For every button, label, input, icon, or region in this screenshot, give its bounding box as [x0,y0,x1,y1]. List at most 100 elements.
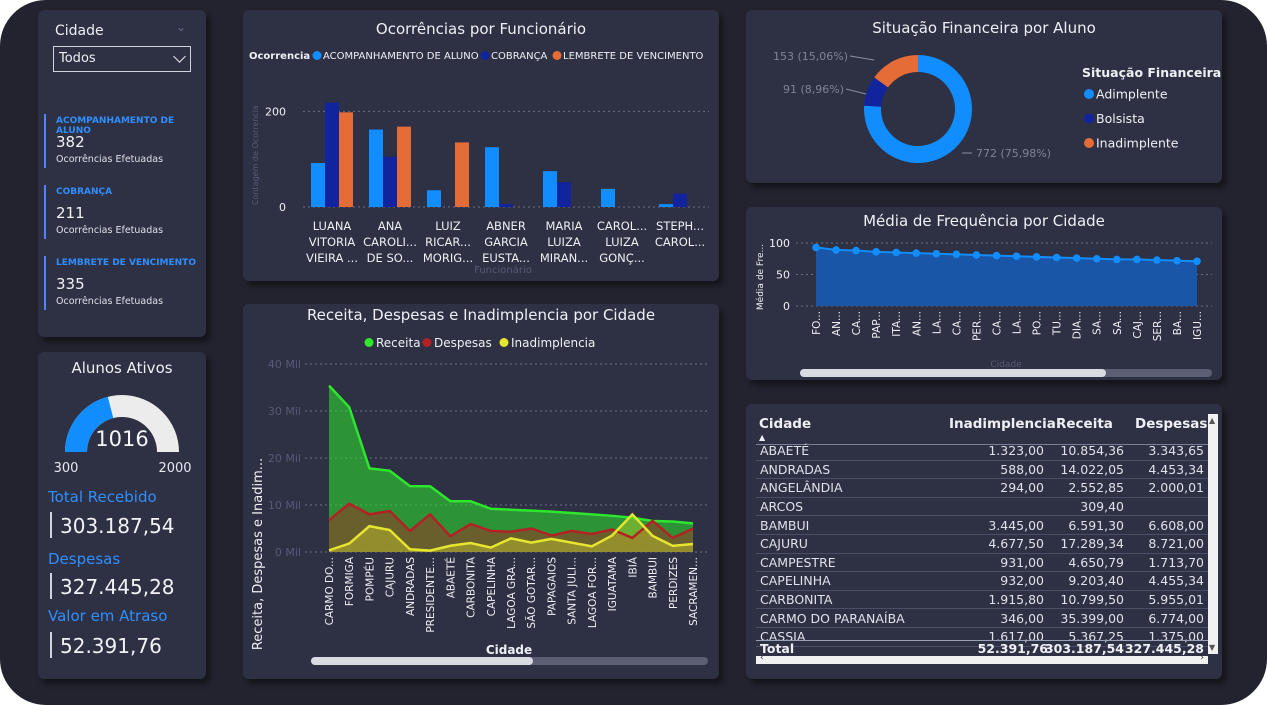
data-point[interactable] [852,246,860,255]
stat-atraso-label: Valor em Atraso [48,607,168,625]
data-point[interactable] [1052,253,1061,262]
bar[interactable] [673,193,687,207]
bar[interactable] [427,190,441,207]
table-row[interactable]: CARMO DO PARANAÍBA 346,00 35.399,00 6.774,0… [756,608,1208,628]
scroll-up-icon[interactable]: ▲ [1209,416,1216,425]
data-point[interactable] [892,248,901,257]
cell-value: 2.000,01 [1128,478,1208,498]
cell-value: 1.713,70 [1128,553,1208,573]
table-row[interactable]: CAMPESTRE 931,00 4.650,79 1.713,70 [756,553,1208,573]
data-point[interactable] [812,243,820,252]
total-inadimplencia: 52.391,76 [977,641,1048,656]
header-inadimplencia[interactable]: Inadimplencia [949,416,1056,432]
legend-marker [499,338,509,347]
situacao-chart-card: Situação Financeira por Aluno 772 (75,98… [746,10,1222,183]
data-point[interactable] [992,251,1001,260]
data-point[interactable] [1173,256,1181,265]
legend-label: Bolsista [1096,111,1145,126]
x-tick-label: LUANA [313,219,352,233]
kpi-name: ACOMPANHAMENTO DE ALUNO [56,116,175,136]
data-point[interactable] [1032,253,1041,261]
bar[interactable] [369,129,383,207]
data-point[interactable] [1092,254,1101,263]
cell-value: 4.455,34 [1128,571,1208,591]
x-tick-label: AN... [831,311,843,336]
data-point[interactable] [972,251,981,259]
cell-value: 6.774,00 [1128,608,1208,628]
table-row[interactable]: CAPELINHA 932,00 9.203,40 4.455,34 [756,571,1208,591]
cidade-table-card: Cidade ▲ Inadimplencia Receita Despesas … [746,404,1222,679]
donut-slice-bolsista[interactable] [864,77,888,107]
chevron-down-icon[interactable]: ⌄ [176,20,187,34]
slice-data-label: 91 (8,96%) [783,83,844,96]
bar[interactable] [311,163,325,207]
header-despesas[interactable]: Despesas [1135,416,1208,432]
cell-cidade: ARCOS [756,497,948,517]
bar[interactable] [499,204,513,207]
table-row[interactable]: ARCOS 309,40 [756,497,1208,517]
gauge-max: 2000 [158,461,191,476]
scroll-right-icon[interactable]: › [1200,653,1204,663]
data-point[interactable] [1112,255,1121,264]
x-tick-label: LUIZ [435,219,461,233]
bar[interactable] [543,171,557,207]
table-row[interactable]: ANDRADAS 588,00 14.022,05 4.453,34 [756,460,1208,480]
donut-slice-inadimplente[interactable] [874,55,918,88]
header-receita[interactable]: Receita [1056,416,1113,432]
cell-cidade: CAPELINHA [756,571,948,591]
legend-label: ACOMPANHAMENTO DE ALUNO [323,51,479,62]
data-point[interactable] [832,246,840,254]
bar[interactable] [383,156,397,207]
bar[interactable] [325,102,339,207]
bar[interactable] [659,204,673,207]
cell-value: 6.591,30 [1048,515,1128,535]
bar[interactable] [557,182,571,207]
data-point[interactable] [912,249,921,257]
scroll-down-icon[interactable]: ▼ [1209,643,1216,652]
scrollbar-thumb[interactable] [800,369,1106,377]
city-dropdown-value: Todos [59,51,96,66]
data-point[interactable] [952,250,961,259]
bar[interactable] [397,126,411,207]
gauge-min: 300 [54,461,79,476]
horizontal-scrollbar[interactable]: ‹ › [756,653,1208,664]
x-axis-label: Cidade [486,643,532,657]
scroll-left-icon[interactable]: ‹ [760,653,764,663]
bar[interactable] [485,147,499,207]
scrollbar-thumb[interactable] [311,657,533,665]
donut-slice-adimplente[interactable] [864,55,972,164]
data-point[interactable] [872,248,880,256]
ocorrencias-legend: ACOMPANHAMENTO DE ALUNO COBRANÇA LEMBRETE … [312,51,704,62]
x-tick-label: RICAR... [425,235,471,249]
header-cidade[interactable]: Cidade [759,416,812,432]
stat-divider [50,573,52,599]
table-row[interactable]: CAJURU 4.677,50 17.289,34 8.721,00 [756,534,1208,554]
data-point[interactable] [1072,254,1081,262]
x-tick-label: SACRAMEN... [688,557,700,626]
table-row[interactable]: ABAETÉ 1.323,00 10.854,36 3.343,65 [756,442,1208,461]
table-row[interactable]: ANGELÂNDIA 294,00 2.552,85 2.000,01 [756,478,1208,498]
bar[interactable] [601,188,615,207]
x-tick-label: DE SO... [367,251,414,265]
data-point[interactable] [1193,257,1201,266]
line-despesas[interactable] [328,502,694,540]
table-row[interactable]: CARBONITA 1.915,80 10.799,50 5.955,01 [756,590,1208,610]
frequencia-chart-card: Média de Frequência por Cidade Média de … [746,207,1222,380]
ocorrencias-chart: Ocorrencia ACOMPANHAMENTO DE ALUNO COBRAN… [249,51,709,276]
data-point[interactable] [1133,255,1141,264]
city-dropdown[interactable]: Todos [53,46,191,72]
x-tick-label: CA... [991,311,1003,335]
data-point[interactable] [1012,252,1021,261]
table-row[interactable]: BAMBUI 3.445,00 6.591,30 6.608,00 [756,515,1208,535]
y-axis-label: Média de Fre... [755,244,766,310]
vertical-scrollbar[interactable]: ▲ ▼ [1208,414,1218,654]
kpi-name: COBRANÇA [56,187,113,197]
x-tick-label: PO... [1032,311,1044,335]
bar[interactable] [339,112,353,207]
line-inadimplencia[interactable] [328,512,694,552]
data-point[interactable] [1153,256,1161,264]
y-axis-label: Receita, Despesas e Inadim... [251,458,266,650]
line-receita[interactable] [328,384,694,525]
data-point[interactable] [932,249,941,258]
bar[interactable] [455,142,469,207]
